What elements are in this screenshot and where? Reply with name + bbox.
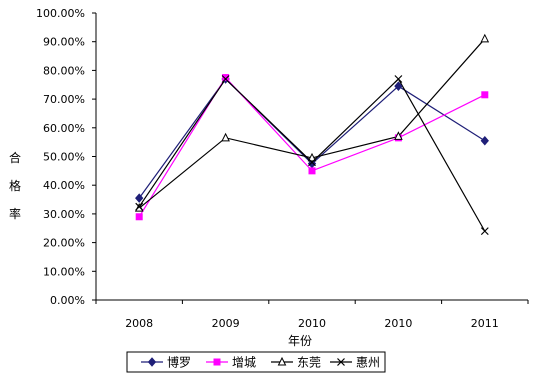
- data-point-series-2: [481, 91, 489, 99]
- y-axis-title: 合格率: [9, 150, 21, 221]
- marker-stroke: [308, 158, 316, 167]
- y-axis-ticks: 0.00% 10.00% 20.00% 30.00% 40.00% 50.00% 60.00…: [36, 7, 96, 307]
- y-tick-label: 0.00%: [50, 294, 85, 307]
- legend-label-1: 博罗: [167, 355, 191, 370]
- series-lines: [138, 38, 486, 232]
- y-axis-title-char: 率: [9, 206, 21, 221]
- marker-stroke: [480, 227, 489, 236]
- data-point-series-3: [394, 131, 403, 140]
- y-tick-label: 100.00%: [36, 7, 85, 20]
- legend-marker-1: [147, 357, 157, 367]
- x-tick-label: 2010: [298, 317, 326, 330]
- y-tick-label: 50.00%: [43, 151, 85, 164]
- series-line-2: [138, 76, 486, 218]
- data-point-series-2: [308, 167, 316, 175]
- series-markers: [134, 33, 490, 236]
- marker-stroke: [394, 75, 403, 83]
- legend: 博罗 增城 东莞 惠州: [126, 351, 386, 373]
- y-tick-label: 70.00%: [43, 93, 85, 106]
- data-point-series-4: [135, 202, 144, 211]
- data-point-series-1: [394, 81, 403, 91]
- legend-label-3: 东莞: [297, 356, 321, 370]
- y-axis-title-char: 合: [9, 150, 21, 165]
- x-axis-title: 年份: [288, 334, 312, 348]
- y-tick-label: 10.00%: [43, 265, 85, 278]
- y-tick-label: 30.00%: [43, 208, 85, 221]
- legend-marker-4: [337, 358, 345, 366]
- data-point-series-2: [135, 213, 143, 221]
- legend-box: [126, 351, 386, 373]
- y-tick-label: 90.00%: [43, 36, 85, 49]
- data-point-series-3: [307, 152, 317, 162]
- legend-marker-2: [213, 358, 221, 366]
- x-tick-label: 2010: [384, 317, 412, 330]
- y-tick-label: 60.00%: [43, 122, 85, 135]
- data-point-series-3: [221, 132, 230, 142]
- legend-label-4: 惠州: [356, 356, 380, 370]
- data-point-series-2: [222, 74, 230, 82]
- data-point-series-1: [480, 135, 489, 146]
- data-point-series-4: [480, 227, 489, 236]
- x-axis-ticks: 2008 2009 2010 2010 2011: [95, 300, 529, 330]
- data-point-series-3: [134, 203, 144, 212]
- x-tick-label: 2011: [471, 317, 499, 330]
- x-tick-label: 2009: [212, 317, 240, 330]
- data-point-series-4: [394, 75, 403, 83]
- marker-stroke: [337, 358, 345, 366]
- legend-label-2: 增城: [232, 356, 256, 370]
- y-tick-label: 80.00%: [43, 64, 85, 77]
- series-line-3: [138, 38, 486, 209]
- y-axis-title-char: 格: [9, 178, 21, 193]
- data-point-series-4: [221, 75, 230, 83]
- y-tick-label: 40.00%: [43, 179, 85, 192]
- marker-stroke: [221, 75, 230, 83]
- x-tick-label: 2008: [125, 317, 153, 330]
- legend-marker-3: [277, 356, 287, 366]
- y-tick-label: 20.00%: [43, 237, 85, 250]
- data-point-series-1: [135, 193, 144, 203]
- data-point-series-3: [480, 33, 490, 43]
- marker-stroke: [135, 202, 144, 211]
- data-point-series-4: [308, 158, 316, 167]
